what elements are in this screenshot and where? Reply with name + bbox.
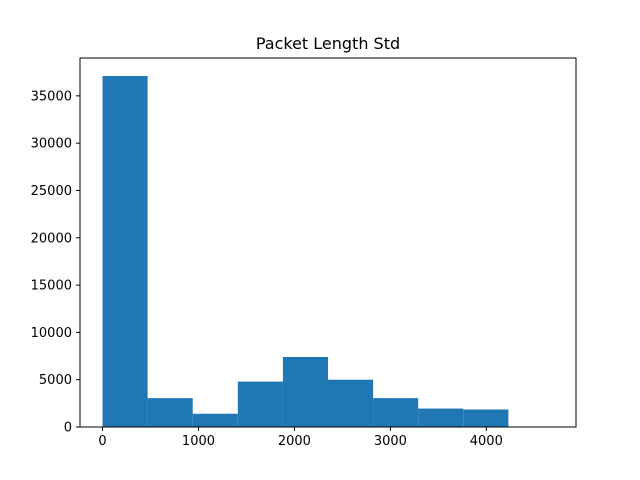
x-tick-label: 0 <box>98 434 106 449</box>
histogram-bar-1 <box>147 398 193 427</box>
y-tick-label: 30000 <box>31 137 72 152</box>
x-tick-label: 2000 <box>278 434 311 449</box>
plot-frame <box>79 57 577 428</box>
x-tick-label: 3000 <box>374 434 407 449</box>
x-tick-label: 4000 <box>470 434 503 449</box>
histogram-bar-3 <box>237 381 283 427</box>
y-tick-label: 35000 <box>31 89 72 104</box>
y-tick-label: 5000 <box>39 373 72 388</box>
histogram-bar-5 <box>328 379 374 427</box>
histogram-bar-8 <box>463 409 509 427</box>
y-tick-label: 0 <box>64 421 72 436</box>
y-axis: 0 5000 10000 15000 20000 25000 30000 35000 <box>31 89 80 436</box>
y-tick-label: 15000 <box>31 279 72 294</box>
y-tick-label: 10000 <box>31 326 72 341</box>
histogram-bar-7 <box>418 408 464 427</box>
bars-group <box>102 75 509 427</box>
x-tick-label: 1000 <box>182 434 215 449</box>
y-tick-label: 25000 <box>31 184 72 199</box>
x-axis: 0 1000 2000 3000 4000 <box>98 427 503 449</box>
histogram-bar-2 <box>192 413 238 427</box>
histogram-bar-4 <box>282 356 328 427</box>
chart-title: Packet Length Std <box>256 34 400 53</box>
histogram-bar-0 <box>102 75 148 427</box>
y-tick-label: 20000 <box>31 231 72 246</box>
histogram-bar-6 <box>373 398 419 427</box>
